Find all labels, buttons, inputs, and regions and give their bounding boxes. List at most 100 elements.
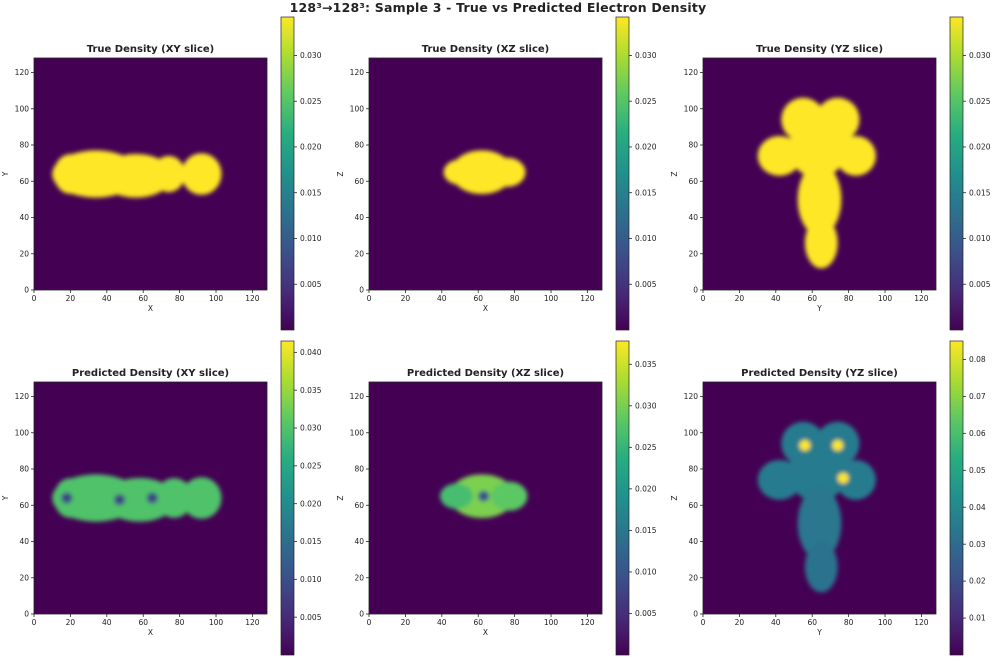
x-axis-label: X bbox=[148, 304, 153, 313]
y-tick-label: 100 bbox=[15, 104, 30, 113]
colorbar-gradient bbox=[949, 340, 964, 656]
x-tick-label: 20 bbox=[66, 618, 76, 627]
x-tick-label: 80 bbox=[844, 618, 854, 627]
colorbar-tick-label: 0.03 bbox=[969, 540, 986, 549]
density-blob bbox=[478, 490, 490, 502]
x-tick-label: 0 bbox=[701, 294, 706, 303]
x-tick-label: 60 bbox=[473, 294, 483, 303]
y-tick-label: 20 bbox=[688, 573, 698, 582]
colorbar-tick-label: 0.02 bbox=[969, 577, 986, 586]
x-tick-label: 60 bbox=[138, 294, 148, 303]
colorbar: 0.01 0.02 0.03 0.04 0.05 0.06 0.07 0.08 bbox=[949, 340, 986, 656]
y-tick-label: 100 bbox=[15, 428, 30, 437]
subplot: True Density (XZ slice) 0 20 40 60 80 100 120 0 2… bbox=[336, 16, 657, 331]
colorbar-tick-label: 0.005 bbox=[635, 280, 657, 289]
colorbar-tick-label: 0.035 bbox=[635, 360, 657, 369]
x-axis-label: X bbox=[483, 628, 488, 637]
colorbar: 0.005 0.010 0.015 0.020 0.025 0.030 bbox=[280, 16, 322, 331]
colorbar-tick-label: 0.025 bbox=[969, 97, 991, 106]
colorbar-gradient bbox=[949, 16, 964, 331]
density-field bbox=[443, 150, 526, 194]
colorbar-tick-label: 0.020 bbox=[300, 499, 322, 508]
density-blob bbox=[788, 119, 847, 178]
density-blob bbox=[837, 472, 849, 484]
colorbar-tick-label: 0.010 bbox=[300, 234, 322, 243]
density-blobs bbox=[757, 421, 876, 593]
density-blob bbox=[114, 494, 126, 506]
density-blob bbox=[491, 481, 528, 511]
y-tick-label: 120 bbox=[15, 68, 30, 77]
colorbar-tick-label: 0.005 bbox=[635, 609, 657, 618]
x-tick-label: 20 bbox=[66, 294, 76, 303]
colorbar: 0.005 0.010 0.015 0.020 0.025 0.030 0.035 bbox=[615, 340, 657, 656]
y-axis-label: Z bbox=[670, 495, 679, 500]
colorbar-tick-label: 0.025 bbox=[635, 97, 657, 106]
x-tick-label: 120 bbox=[914, 294, 929, 303]
x-tick-label: 80 bbox=[175, 294, 185, 303]
density-blob bbox=[797, 487, 842, 560]
y-tick-label: 80 bbox=[19, 141, 29, 150]
x-tick-label: 60 bbox=[807, 294, 817, 303]
y-tick-label: 20 bbox=[688, 249, 698, 258]
colorbar-tick-label: 0.015 bbox=[969, 188, 991, 197]
colorbar-tick-label: 0.030 bbox=[635, 51, 657, 60]
colorbar-tick-label: 0.015 bbox=[300, 537, 322, 546]
y-tick-label: 40 bbox=[19, 537, 29, 546]
y-tick-label: 0 bbox=[24, 610, 29, 619]
density-blob bbox=[443, 159, 477, 185]
x-tick-label: 60 bbox=[807, 618, 817, 627]
colorbar-gradient bbox=[615, 340, 630, 656]
x-tick-label: 20 bbox=[401, 618, 411, 627]
density-field bbox=[52, 474, 222, 522]
figure-title: 128³→128³: Sample 3 - True vs Predicted … bbox=[289, 0, 707, 15]
density-blob bbox=[152, 155, 186, 193]
subplot: Predicted Density (YZ slice) 0 20 40 60 80 100… bbox=[670, 340, 986, 656]
y-tick-label: 120 bbox=[350, 392, 365, 401]
colorbar-tick-label: 0.025 bbox=[635, 443, 657, 452]
density-blobs bbox=[443, 150, 526, 194]
colorbar-tick-label: 0.010 bbox=[635, 568, 657, 577]
y-tick-label: 80 bbox=[688, 141, 698, 150]
y-tick-label: 100 bbox=[350, 104, 365, 113]
x-axis-label: Y bbox=[816, 628, 822, 637]
y-tick-label: 20 bbox=[19, 249, 29, 258]
y-axis-label: Y bbox=[1, 495, 10, 501]
colorbar-tick-label: 0.020 bbox=[635, 484, 657, 493]
colorbar-tick-label: 0.015 bbox=[635, 526, 657, 535]
y-tick-label: 60 bbox=[354, 501, 364, 510]
x-tick-label: 120 bbox=[914, 618, 929, 627]
density-blob bbox=[156, 478, 193, 518]
x-tick-label: 0 bbox=[367, 294, 372, 303]
density-blob bbox=[146, 492, 158, 504]
y-tick-label: 0 bbox=[693, 286, 698, 295]
x-tick-label: 80 bbox=[510, 294, 520, 303]
subplot-title: Predicted Density (XZ slice) bbox=[407, 368, 564, 379]
colorbar-tick-label: 0.005 bbox=[300, 613, 322, 622]
axes-frame bbox=[368, 381, 603, 615]
subplot: True Density (YZ slice) 0 20 40 60 80 100 120 0 2… bbox=[670, 16, 991, 331]
x-tick-label: 100 bbox=[209, 294, 224, 303]
x-tick-label: 20 bbox=[735, 618, 745, 627]
x-tick-label: 20 bbox=[401, 294, 411, 303]
axes-frame bbox=[702, 381, 937, 615]
density-blob bbox=[489, 157, 526, 187]
subplot: Predicted Density (XY slice) 0 20 40 60 80 100… bbox=[1, 340, 322, 656]
colorbar-tick-label: 0.04 bbox=[969, 503, 986, 512]
y-tick-label: 60 bbox=[354, 177, 364, 186]
density-blob bbox=[54, 154, 87, 194]
density-blob bbox=[832, 440, 844, 451]
y-tick-label: 100 bbox=[684, 428, 699, 437]
y-tick-label: 120 bbox=[350, 68, 365, 77]
colorbar-tick-label: 0.030 bbox=[635, 401, 657, 410]
y-axis-label: Z bbox=[336, 171, 345, 176]
y-tick-label: 100 bbox=[350, 428, 365, 437]
x-tick-label: 120 bbox=[245, 294, 260, 303]
density-blobs bbox=[52, 150, 222, 198]
density-blob bbox=[61, 492, 73, 504]
density-blob bbox=[440, 483, 473, 509]
colorbar-tick-label: 0.035 bbox=[300, 386, 322, 395]
y-tick-label: 40 bbox=[354, 537, 364, 546]
density-blobs bbox=[757, 97, 876, 269]
axes-frame bbox=[33, 381, 268, 615]
